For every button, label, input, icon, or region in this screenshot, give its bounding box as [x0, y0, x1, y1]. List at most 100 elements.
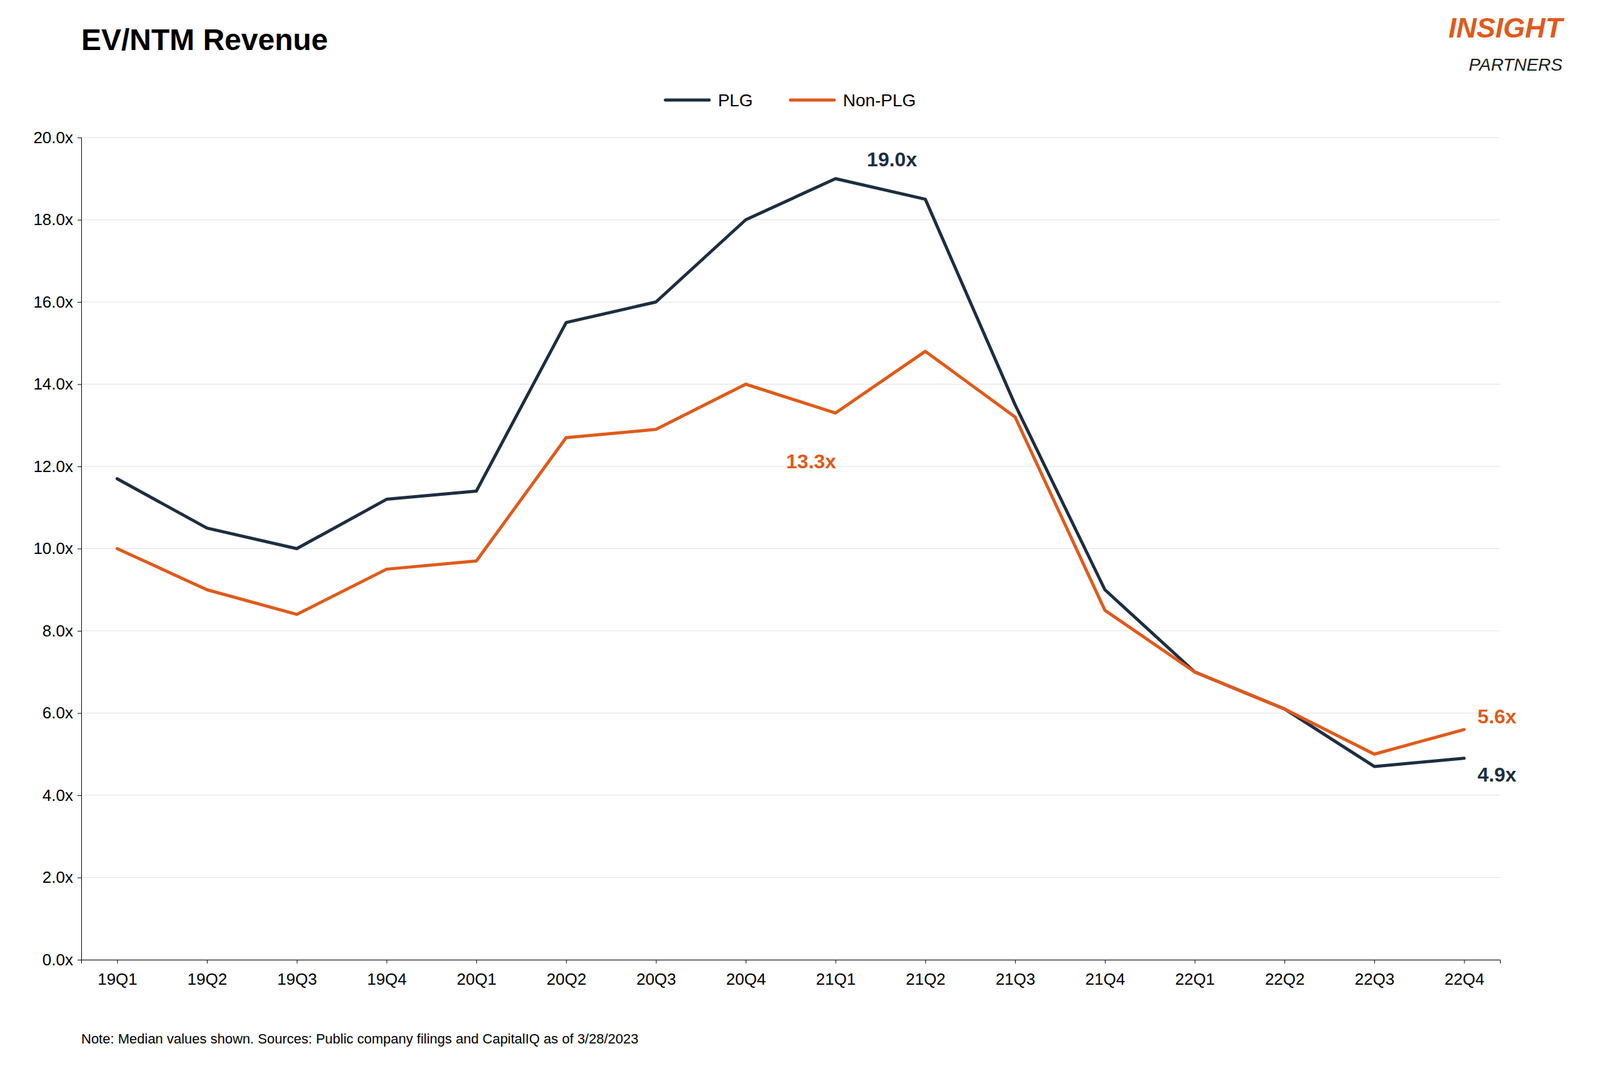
x-tick-mark: [1105, 959, 1106, 964]
grid-line: [81, 630, 1500, 632]
grid-line: [81, 137, 1500, 139]
x-tick-label: 19Q4: [366, 969, 407, 989]
grid-line: [81, 301, 1500, 303]
y-tick-label: 2.0x: [42, 867, 74, 887]
y-tick-mark: [77, 630, 82, 632]
x-tick-label: 22Q2: [1265, 969, 1305, 989]
series-line: [116, 351, 1464, 754]
x-tick: 20Q3: [636, 959, 677, 989]
annotation: 19.0x: [866, 148, 917, 171]
y-tick-mark: [77, 795, 82, 796]
y-tick: 16.0x: [33, 292, 82, 312]
grid-line: [81, 876, 1500, 878]
legend-label: Non-PLG: [843, 90, 917, 110]
legend-label: PLG: [718, 90, 754, 110]
grid-line: [81, 219, 1500, 220]
y-tick: 18.0x: [33, 210, 82, 229]
x-tick-label: 20Q4: [726, 969, 767, 989]
x-tick-label: 22Q4: [1444, 969, 1485, 989]
grid: [81, 137, 1500, 960]
x-tick-label: 20Q2: [546, 969, 587, 989]
y-tick-label: 12.0x: [33, 456, 74, 476]
x-tick-mark: [1464, 959, 1465, 964]
y-tick-mark: [77, 877, 82, 879]
logo-text: PARTNERS: [1468, 55, 1563, 75]
annotation: 4.9x: [1477, 763, 1517, 786]
y-tick: 10.0x: [33, 538, 82, 558]
y-tick-mark: [77, 301, 82, 303]
x-tick: 21Q3: [995, 959, 1036, 989]
x-tick: 22Q4: [1444, 959, 1485, 989]
x-tick: 19Q3: [277, 959, 318, 989]
y-tick: 12.0x: [33, 456, 82, 476]
y-tick-mark: [77, 466, 82, 467]
x-tick-mark: [655, 959, 657, 964]
x-tick-label: 20Q1: [456, 969, 497, 989]
x-tick-label: 22Q1: [1175, 969, 1215, 989]
plot-area: [116, 178, 1464, 767]
y-tick: 8.0x: [42, 621, 82, 640]
footnote: Note: Median values shown. Sources: Publ…: [81, 1030, 639, 1047]
grid-line: [81, 712, 1500, 714]
x-tick-label: 22Q3: [1355, 969, 1395, 989]
annotation: 5.6x: [1477, 705, 1517, 728]
y-axis: 0.0x2.0x4.0x6.0x8.0x10.0x12.0x14.0x16.0x…: [33, 128, 82, 969]
x-tick: 20Q1: [456, 959, 497, 989]
y-tick: 6.0x: [42, 703, 82, 722]
x-tick-label: 19Q3: [277, 969, 318, 989]
y-tick-label: 16.0x: [33, 292, 74, 312]
y-tick-label: 14.0x: [33, 374, 74, 394]
x-tick-mark: [1015, 959, 1016, 964]
legend-item: PLG: [665, 90, 754, 110]
legend-swatch: [790, 98, 835, 102]
legend-swatch: [665, 98, 710, 102]
x-axis-line: [81, 960, 1501, 964]
grid-line: [81, 795, 1500, 796]
x-tick: 19Q4: [366, 959, 407, 989]
x-tick: 22Q3: [1355, 959, 1395, 989]
x-tick: 19Q2: [187, 959, 228, 989]
y-tick-mark: [77, 713, 82, 714]
x-tick-mark: [386, 959, 387, 964]
x-tick-label: 19Q2: [187, 969, 228, 989]
x-tick: 20Q4: [726, 959, 767, 989]
x-tick-label: 21Q3: [995, 969, 1036, 989]
y-tick-mark: [77, 959, 82, 960]
logo: INSIGHT PARTNERS: [1448, 11, 1565, 75]
y-tick-label: 0.0x: [42, 950, 74, 969]
x-tick-mark: [476, 959, 477, 964]
x-tick-mark: [745, 959, 747, 964]
x-axis: 19Q1 19Q2 19Q3 19Q4 20Q1 20Q2 20Q3 20Q4 21Q1 21Q2…: [81, 959, 1501, 989]
y-tick-label: 8.0x: [42, 621, 74, 640]
x-tick-mark: [1284, 959, 1285, 964]
x-tick-mark: [835, 959, 837, 964]
legend-item: Non-PLG: [790, 90, 917, 110]
y-tick: 0.0x: [42, 950, 82, 969]
x-tick-mark: [206, 959, 208, 964]
series-line: [116, 178, 1464, 767]
x-tick: 21Q1: [816, 959, 857, 989]
y-tick-label: 10.0x: [33, 538, 74, 558]
x-tick-label: 21Q4: [1085, 969, 1126, 989]
y-axis-line: [77, 138, 82, 960]
chart: 0.0x2.0x4.0x6.0x8.0x10.0x12.0x14.0x16.0x…: [0, 0, 1600, 1066]
x-tick-label: 21Q2: [905, 969, 946, 989]
x-tick-mark: [566, 959, 567, 964]
x-tick-mark: [296, 959, 298, 964]
x-tick: 19Q1: [97, 959, 138, 989]
y-tick: 20.0x: [33, 128, 82, 147]
legend: PLG Non-PLG: [665, 90, 917, 110]
logo-text: INSIGHT: [1448, 11, 1565, 44]
grid-line: [81, 383, 1500, 385]
x-tick: 21Q4: [1085, 959, 1126, 989]
x-tick-mark: [925, 959, 927, 964]
x-tick-mark: [1195, 959, 1196, 964]
y-tick-label: 18.0x: [33, 210, 74, 229]
x-tick: 22Q1: [1175, 959, 1215, 989]
y-tick-mark: [77, 220, 82, 221]
x-tick: 21Q2: [905, 959, 946, 989]
y-tick: 2.0x: [42, 867, 82, 887]
title: EV/NTM Revenue: [81, 23, 329, 57]
x-tick-mark: [116, 959, 118, 964]
y-tick-mark: [77, 384, 82, 385]
